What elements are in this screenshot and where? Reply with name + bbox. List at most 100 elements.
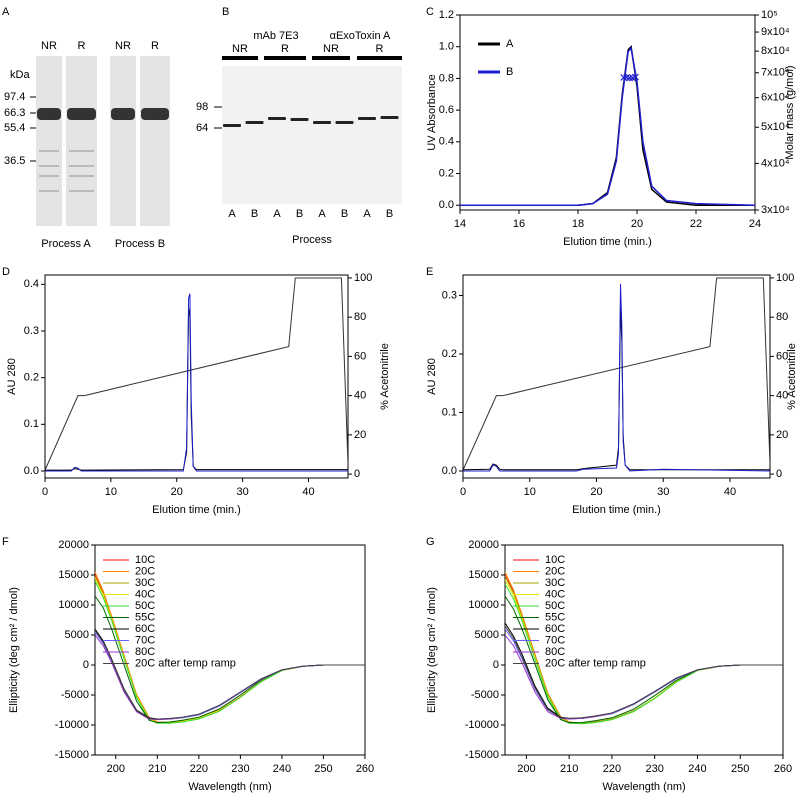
data-line xyxy=(505,625,783,719)
y2-tick-label: 10⁵ xyxy=(761,9,778,21)
x-axis-title: Elution time (min.) xyxy=(572,504,661,516)
panel-letter: B xyxy=(222,6,229,18)
x-axis-title: Wavelength (nm) xyxy=(602,781,685,793)
x-tick-label: 200 xyxy=(517,763,535,775)
data-marker xyxy=(626,74,634,82)
x-axis-title: Elution time (min.) xyxy=(152,504,241,516)
lane-label: NR xyxy=(41,40,57,52)
data-line xyxy=(463,307,770,471)
y-tick-label: 0.3 xyxy=(24,325,39,337)
x-tick-label: 20 xyxy=(171,486,183,498)
gel-lane xyxy=(66,56,97,226)
sample-label: A xyxy=(273,208,281,220)
gel-band xyxy=(111,108,135,120)
legend-label: 55C xyxy=(545,611,565,623)
legend-label: 60C xyxy=(545,623,565,635)
gel-lane xyxy=(140,56,170,226)
gel-band xyxy=(245,121,264,124)
marker-label: 36.5 xyxy=(4,155,25,167)
legend-label: 60C xyxy=(135,623,155,635)
y-axis-title: AU 280 xyxy=(6,358,18,395)
y-tick-label: 0.3 xyxy=(442,289,457,301)
gel-band xyxy=(313,121,331,124)
legend-label: 20C after temp ramp xyxy=(135,657,236,669)
x-tick-label: 260 xyxy=(774,763,792,775)
x-tick-label: 30 xyxy=(657,486,669,498)
legend-label: 20C xyxy=(135,565,155,577)
group-label: Process B xyxy=(115,238,165,250)
y2-tick-label: 5x10⁴ xyxy=(761,121,790,133)
x-tick-label: 0 xyxy=(42,486,48,498)
panel-letter: C xyxy=(426,6,434,18)
panel-letter: A xyxy=(2,6,10,18)
gel-band xyxy=(358,117,376,120)
gel-band xyxy=(69,190,94,192)
y-tick-label: -5000 xyxy=(471,689,499,701)
panel-letter: F xyxy=(2,536,9,548)
gel-band xyxy=(69,165,94,167)
y-tick-label: 0.0 xyxy=(442,465,457,477)
x-tick-label: 240 xyxy=(688,763,706,775)
y2-tick-label: 8x10⁴ xyxy=(761,45,790,57)
x-tick-label: 240 xyxy=(273,763,291,775)
plot-frame xyxy=(94,544,366,756)
y-tick-label: 0.0 xyxy=(439,199,454,211)
x-tick-label: 200 xyxy=(107,763,125,775)
legend-label: B xyxy=(506,66,513,78)
marker-label: 64 xyxy=(196,122,208,134)
y-tick-label: -15000 xyxy=(55,749,89,761)
x-tick-label: 18 xyxy=(572,218,584,230)
gel-band xyxy=(69,150,94,152)
data-line xyxy=(460,45,755,206)
y-tick-label: -15000 xyxy=(465,749,499,761)
gel-band xyxy=(268,117,286,120)
gel-band xyxy=(39,150,59,152)
gel-band xyxy=(67,108,96,120)
legend-label: 10C xyxy=(135,554,155,566)
y2-axis-title: Molar mass (g/mol) xyxy=(784,65,796,159)
legend-label: 70C xyxy=(135,634,155,646)
group-label: mAb 7E3 xyxy=(253,30,298,42)
legend-label: 30C xyxy=(545,577,565,589)
y-tick-label: -10000 xyxy=(465,719,499,731)
y-tick-label: 0.4 xyxy=(24,278,39,290)
x-tick-label: 10 xyxy=(105,486,117,498)
x-tick-label: 220 xyxy=(190,763,208,775)
lane-label: NR xyxy=(232,43,248,55)
data-marker xyxy=(620,74,628,81)
group-label: Process A xyxy=(41,238,91,250)
y-axis-title: Ellipticity (deg cm² / dmol) xyxy=(426,587,438,713)
gel xyxy=(222,66,402,204)
lane-label: NR xyxy=(323,43,339,55)
sample-label: B xyxy=(296,208,303,220)
y-tick-label: 15000 xyxy=(58,569,89,581)
legend-label: A xyxy=(506,38,514,50)
x-tick-label: 230 xyxy=(231,763,249,775)
y2-tick-label: 7x10⁴ xyxy=(761,67,790,79)
y-tick-label: 10000 xyxy=(468,599,499,611)
sample-label: B xyxy=(386,208,393,220)
plot-frame xyxy=(44,274,349,479)
y2-tick-label: 60 xyxy=(354,350,366,362)
x-tick-label: 22 xyxy=(690,218,702,230)
y-tick-label: 0.4 xyxy=(439,136,454,148)
y-tick-label: 5000 xyxy=(65,629,89,641)
y-tick-label: 0.2 xyxy=(24,372,39,384)
x-tick-label: 24 xyxy=(749,218,761,230)
y-tick-label: 1.2 xyxy=(439,9,454,21)
x-tick-label: 210 xyxy=(560,763,578,775)
sample-label: A xyxy=(318,208,326,220)
data-line xyxy=(463,277,770,471)
gel-lane xyxy=(110,56,136,226)
data-line xyxy=(460,46,755,206)
gel-band xyxy=(39,175,59,177)
lane-label: R xyxy=(281,43,289,55)
legend-label: 10C xyxy=(545,554,565,566)
group-bar xyxy=(222,56,258,60)
y2-tick-label: 9x10⁴ xyxy=(761,26,790,38)
y2-tick-label: 6x10⁴ xyxy=(761,92,790,104)
data-line xyxy=(463,283,770,472)
gel-band xyxy=(335,121,354,124)
data-line xyxy=(45,293,348,472)
